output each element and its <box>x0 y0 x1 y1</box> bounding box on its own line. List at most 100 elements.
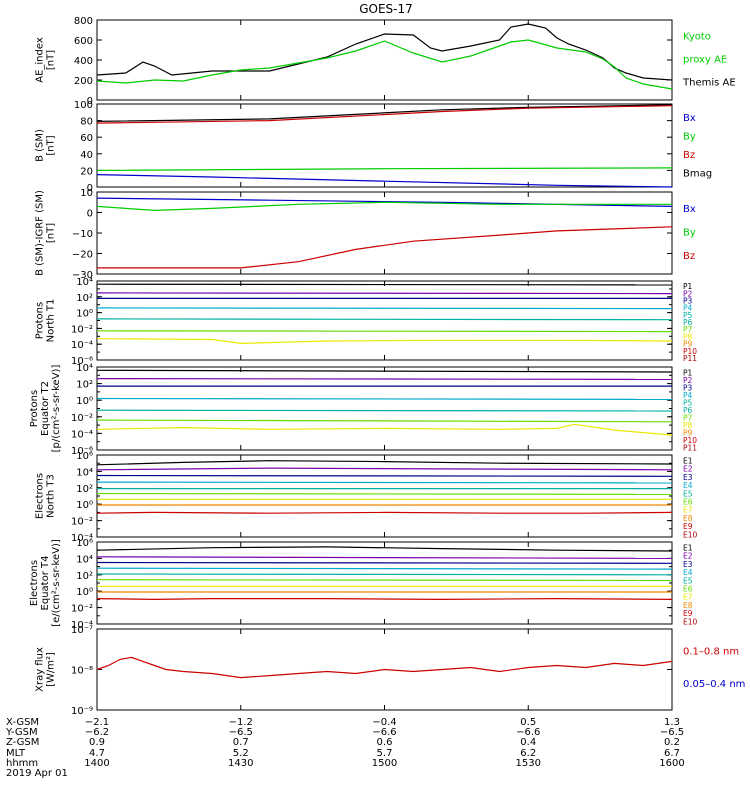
legend-item: E7 <box>683 506 693 515</box>
y-tick-label: 60 <box>80 133 93 144</box>
y-tick-label: 10⁴ <box>76 554 93 565</box>
series-p1 <box>96 369 673 373</box>
y-axis-label: Equator T2 <box>40 381 51 436</box>
series-bmag <box>96 104 673 122</box>
y-tick-label: 10⁻⁷ <box>71 625 93 636</box>
legend-item: P1 <box>683 282 693 291</box>
legend-item: P3 <box>683 383 693 392</box>
series-bx <box>96 174 673 188</box>
x-row-value: −1.2 <box>229 717 253 728</box>
legend-item: P9 <box>683 340 693 349</box>
x-row-value: 0.6 <box>377 737 393 748</box>
x-row-value: 5.2 <box>233 748 249 759</box>
series-bz <box>96 105 673 124</box>
y-tick-label: 10⁶ <box>76 451 93 462</box>
x-row-value: 6.7 <box>664 748 680 759</box>
y-tick-label: 10⁴ <box>76 467 93 478</box>
date-label: 2019 Apr 01 <box>6 768 68 779</box>
legend-item: E2 <box>683 552 693 561</box>
y-axis-label: [e/(cm²-s-sr-keV)] <box>51 539 62 627</box>
panel-4: 10⁴ 10² 10⁰ 10⁻² 10⁻⁴ 10⁻⁶ Protons North T1 P1P2… <box>35 277 698 367</box>
legend-item: E6 <box>683 497 693 506</box>
legend-item: P4 <box>683 391 693 400</box>
y-tick-label: 10⁻⁴ <box>71 429 93 440</box>
legend-item: E1 <box>683 543 693 552</box>
y-tick-label: 400 <box>74 56 93 67</box>
series-by <box>96 201 672 212</box>
x-row-value: −6.5 <box>229 727 253 738</box>
x-row-value: 0.2 <box>664 737 680 748</box>
y-tick-label: 10⁰ <box>76 587 93 598</box>
x-row-label: hhmm <box>6 758 38 769</box>
x-row-value: 5.7 <box>377 748 393 759</box>
panel-8: 10⁻⁷ 10⁻⁸ 10⁻⁹ Xray flux [W/m²] 0.1–0.8 nm 0.0… <box>35 625 746 717</box>
series-e1 <box>96 460 673 466</box>
y-tick-label: 0 <box>87 209 93 220</box>
y-tick-label: −10 <box>72 229 93 240</box>
legend-item: Themis AE <box>682 77 736 88</box>
panel-3: −30 −20 −10 0 10 B (SM)-IGRF (SM) [nT] Bx By Bz <box>35 188 696 281</box>
series-e1 <box>96 546 673 552</box>
panel-frame <box>96 541 673 625</box>
legend-item: E8 <box>683 514 693 523</box>
legend-item: E7 <box>683 593 693 602</box>
y-tick-label: −30 <box>72 270 93 281</box>
legend-item: E4 <box>683 481 693 490</box>
y-tick-label: 10⁻⁶ <box>71 356 93 367</box>
series-p5 <box>96 318 673 321</box>
series-themis-ae <box>96 23 673 81</box>
y-tick-label: 10⁻⁶ <box>71 446 93 457</box>
y-tick-label: 10² <box>76 571 93 582</box>
y-tick-label: 10⁻⁴ <box>71 340 93 351</box>
y-axis-label: [nT] <box>46 135 57 155</box>
y-tick-label: 10⁰ <box>76 396 93 407</box>
y-tick-label: 10⁴ <box>76 277 93 288</box>
y-tick-label: 10² <box>76 484 93 495</box>
y-axis-label: [nT] <box>46 223 57 243</box>
series-p7 <box>96 423 673 436</box>
x-row-value: −6.6 <box>516 727 540 738</box>
legend-item: Bx <box>683 204 696 215</box>
y-axis-label: Equator T4 <box>40 556 51 611</box>
legend-item: P8 <box>683 332 693 341</box>
y-tick-label: 10⁻² <box>71 604 93 615</box>
legend-item: E3 <box>683 473 693 482</box>
x-row-value: −0.4 <box>372 717 396 728</box>
legend-item: P11 <box>683 444 697 453</box>
x-row-value: −6.2 <box>85 727 109 738</box>
legend-item: P6 <box>683 318 693 327</box>
x-row-value: 0.4 <box>520 737 536 748</box>
series-p4 <box>96 397 673 400</box>
series-p1 <box>96 283 673 286</box>
legend-item: E9 <box>683 522 693 531</box>
legend-item: E10 <box>683 530 698 539</box>
series-p5 <box>96 409 673 412</box>
y-tick-label: 10⁶ <box>76 538 93 549</box>
legend-item: Bz <box>683 251 695 262</box>
y-tick-label: 600 <box>74 36 93 47</box>
y-axis-label: AE_index <box>35 37 46 83</box>
chart-title: GOES-17 <box>359 2 413 16</box>
legend-item: E6 <box>683 584 693 593</box>
series-kyoto-proxy-ae <box>96 39 673 90</box>
y-tick-label: 10⁻⁴ <box>71 620 93 631</box>
legend-item: By <box>683 132 696 143</box>
series-p2 <box>96 292 673 295</box>
y-tick-label: 10⁻² <box>71 324 93 335</box>
y-axis-label: Electrons <box>35 473 46 519</box>
y-tick-label: 200 <box>74 76 93 87</box>
x-row-value: −2.1 <box>85 717 109 728</box>
y-tick-label: 10⁰ <box>76 309 93 320</box>
legend-item: E2 <box>683 465 693 474</box>
y-tick-label: 10 <box>80 188 93 199</box>
legend-item: P8 <box>683 421 693 430</box>
series-e4 <box>96 567 673 570</box>
series-p7 <box>96 338 673 345</box>
legend-item: P5 <box>683 311 693 320</box>
series-bz <box>97 226 673 269</box>
y-tick-label: 20 <box>80 166 93 177</box>
x-row-value: 1430 <box>228 758 253 769</box>
x-row-value: 1600 <box>659 758 684 769</box>
x-row-value: 1.3 <box>664 717 680 728</box>
